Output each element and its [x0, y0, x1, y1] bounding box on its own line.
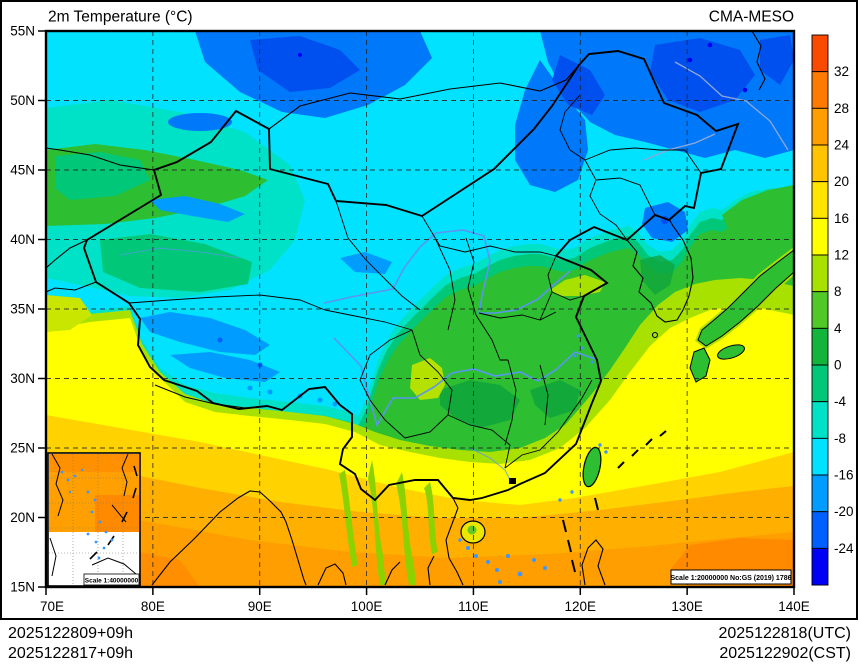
timestamp-valid-cst: 2025122902(CST) [719, 645, 851, 662]
timestamp-valid-utc: 2025122818(UTC) [718, 625, 851, 642]
axis-ticks-and-labels: 55N 50N 45N 40N 35N 30N 25N 20N 15N 70E 80E 90E 100E… [10, 24, 810, 615]
colorbar-label-8: 8 [834, 284, 842, 299]
rivers [119, 229, 596, 483]
lat-label-50N: 50N [10, 93, 35, 108]
colorbar-cell [811, 144, 829, 183]
colorbar-label-16: 16 [834, 211, 849, 226]
colorbar-cell [811, 254, 829, 293]
inset-map: Scale 1:40000000 [47, 452, 141, 587]
colorbar-label-0: 0 [834, 358, 842, 373]
colorbar-cell [811, 401, 829, 439]
colorbar-cell [811, 474, 829, 513]
colorbar-cell [811, 181, 829, 219]
lat-label-40N: 40N [10, 232, 35, 247]
inset-scale-note: Scale 1:40000000 [85, 578, 139, 585]
green-accents [46, 185, 794, 585]
colorbar-cell [811, 511, 829, 549]
colorbar-label-12: 12 [834, 248, 849, 263]
colorbar-label--16: -16 [834, 468, 854, 483]
colorbar: 32 28 24 20 16 12 8 4 0 -4 -8 -16 -20 -24 [811, 34, 854, 586]
lat-label-15N: 15N [10, 580, 35, 595]
island-speckles [458, 334, 608, 584]
colorbar-label--24: -24 [834, 541, 854, 556]
lon-label-100E: 100E [351, 599, 383, 614]
dash-boundaries [562, 430, 667, 573]
timestamp-init-utc: 2025122809+09h [8, 625, 133, 642]
colorbar-label--20: -20 [834, 504, 854, 519]
colorbar-cell [811, 107, 829, 146]
gridlines [46, 31, 794, 587]
timestamp-init-cst: 2025122817+09h [8, 645, 133, 662]
colorbar-cell [811, 327, 829, 366]
tarim-river [119, 247, 241, 259]
colorbar-label-32: 32 [834, 64, 849, 79]
lat-label-20N: 20N [10, 510, 35, 525]
lon-label-110E: 110E [458, 599, 489, 614]
province-borders [128, 94, 702, 469]
colorbar-cell [811, 34, 829, 73]
inset-island-speckles [60, 468, 114, 560]
lat-label-45N: 45N [10, 163, 35, 178]
kyushu-island [689, 347, 711, 383]
shikoku-island [717, 344, 745, 360]
lon-label-70E: 70E [40, 599, 64, 614]
amur-river [643, 61, 789, 161]
colorbar-cell [811, 364, 829, 403]
lat-label-35N: 35N [10, 302, 35, 317]
colorbar-cell [811, 291, 829, 329]
lon-label-130E: 130E [671, 599, 703, 614]
scale-note: Scale 1:20000000 No:GS (2019) 1786 [670, 575, 791, 582]
lon-label-80E: 80E [141, 599, 165, 614]
yangtze-river [333, 337, 596, 427]
model-name: CMA-MESO [709, 9, 794, 26]
colorbar-label--8: -8 [834, 431, 846, 446]
taiwan-island [582, 446, 602, 488]
pearl-delta-urban-marker [509, 478, 516, 484]
lat-label-25N: 25N [10, 441, 35, 456]
tibet-blue-streaks [140, 196, 392, 407]
lon-label-140E: 140E [778, 599, 810, 614]
lat-label-55N: 55N [10, 24, 35, 39]
yellow-river [323, 229, 571, 314]
colorbar-cell [811, 217, 829, 256]
colorbar-cell [811, 547, 829, 586]
lat-label-30N: 30N [10, 371, 35, 386]
map-frame [44, 29, 796, 589]
lon-label-90E: 90E [248, 599, 272, 614]
lon-label-120E: 120E [565, 599, 597, 614]
colorbar-label-20: 20 [834, 174, 849, 189]
colorbar-label-28: 28 [834, 101, 849, 116]
pearl-river [469, 447, 512, 483]
colorbar-label-24: 24 [834, 138, 850, 153]
scale-note-box: Scale 1:20000000 No:GS (2019) 1786 [670, 569, 792, 585]
map-title: 2m Temperature (°C) [48, 9, 193, 26]
china-border [82, 50, 740, 502]
colorbar-label-4: 4 [834, 321, 842, 336]
colorbar-cell [811, 71, 829, 109]
colorbar-cell [811, 437, 829, 476]
map-area: Scale 1:40000000 Scale 1:20000000 No:GS … [10, 24, 810, 615]
colorbar-label--4: -4 [834, 394, 846, 409]
